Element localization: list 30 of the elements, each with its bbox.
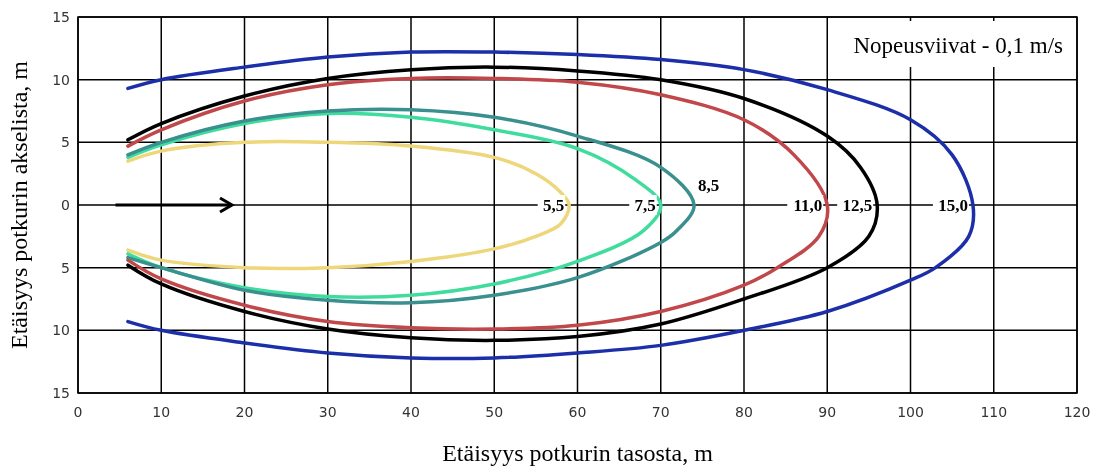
x-tick-label: 50 xyxy=(485,404,504,420)
x-tick-label: 80 xyxy=(735,404,753,420)
y-tick-label: 10 xyxy=(52,71,70,88)
series-label: 15,0 xyxy=(938,196,968,215)
series-label: 8,5 xyxy=(698,176,720,195)
y-tick-label: 15 xyxy=(52,385,70,401)
y-tick-label: 10 xyxy=(52,322,70,339)
x-tick-label: 30 xyxy=(318,404,337,420)
series-label: 11,0 xyxy=(793,196,823,215)
series-label: 7,5 xyxy=(634,196,656,215)
text: Nopeusviivat - 0,1 m/s xyxy=(853,33,1064,58)
x-tick-label: 40 xyxy=(402,404,420,420)
x-tick-label: 120 xyxy=(1063,404,1091,420)
x-axis-title: Etäisyys potkurin tasosta, m xyxy=(442,440,714,466)
y-tick-label: 5 xyxy=(61,134,70,151)
y-tick-label: 15 xyxy=(52,9,70,25)
x-tick-label: 100 xyxy=(897,404,924,420)
x-tick-label: 110 xyxy=(980,404,1008,420)
x-tick-label: 10 xyxy=(152,404,171,420)
y-axis-title: Etäisyys potkurin akselista, m xyxy=(6,60,32,349)
x-tick-label: 20 xyxy=(235,404,254,420)
x-tick-label: 70 xyxy=(651,404,670,420)
series-label: 12,5 xyxy=(842,196,873,215)
x-tick-label: 90 xyxy=(818,404,837,420)
line-series xyxy=(126,139,571,271)
series-label: 5,5 xyxy=(542,196,565,215)
x-tick-label: 60 xyxy=(568,404,587,420)
y-tick-label: 5 xyxy=(61,259,70,276)
x-tick-label: 0 xyxy=(73,404,83,420)
y-tick-label: 0 xyxy=(61,197,70,213)
